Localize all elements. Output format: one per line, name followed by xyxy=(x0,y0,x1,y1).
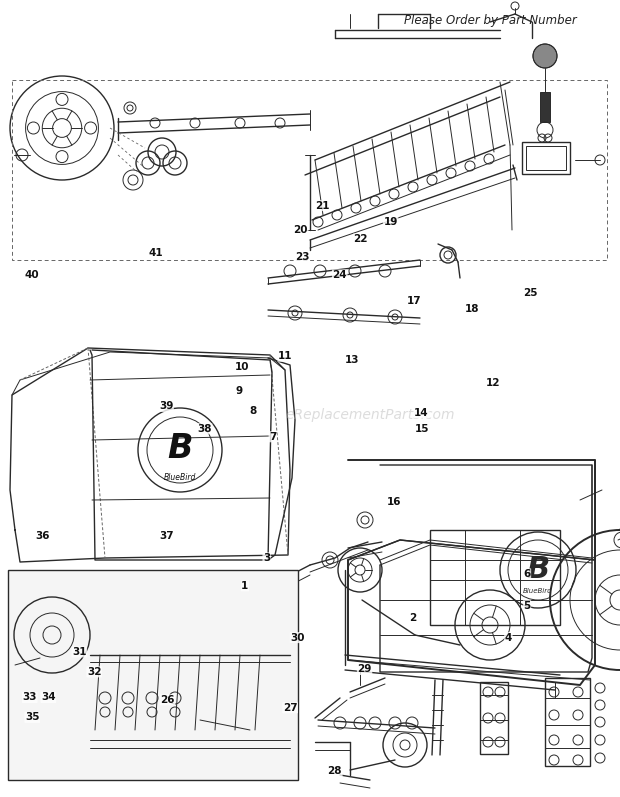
Text: 11: 11 xyxy=(278,351,293,361)
Text: 25: 25 xyxy=(523,289,538,298)
Text: 1: 1 xyxy=(241,581,249,591)
Text: 9: 9 xyxy=(235,386,242,395)
Text: B: B xyxy=(167,431,193,465)
Text: 22: 22 xyxy=(353,234,368,244)
Text: 6: 6 xyxy=(523,569,531,579)
FancyBboxPatch shape xyxy=(8,570,298,780)
Text: 8: 8 xyxy=(249,406,257,416)
Text: 40: 40 xyxy=(25,270,40,280)
Text: 26: 26 xyxy=(160,695,175,705)
Text: 3: 3 xyxy=(263,553,270,563)
Text: eReplacementParts.com: eReplacementParts.com xyxy=(285,408,454,422)
Text: 17: 17 xyxy=(407,296,422,306)
Text: 38: 38 xyxy=(197,424,212,434)
Text: 32: 32 xyxy=(87,667,102,677)
Text: B: B xyxy=(526,556,549,584)
Circle shape xyxy=(533,44,557,68)
Text: 19: 19 xyxy=(383,217,398,226)
Text: 13: 13 xyxy=(345,355,360,365)
Text: 33: 33 xyxy=(22,693,37,702)
Text: BlueBird: BlueBird xyxy=(523,588,553,594)
Text: 10: 10 xyxy=(234,363,249,372)
Text: 27: 27 xyxy=(283,703,298,713)
Text: 31: 31 xyxy=(72,647,87,657)
Text: 35: 35 xyxy=(25,713,40,722)
Text: 39: 39 xyxy=(159,402,174,411)
Text: 29: 29 xyxy=(357,665,372,674)
Text: 41: 41 xyxy=(149,249,164,258)
Text: 23: 23 xyxy=(294,252,309,261)
Text: 34: 34 xyxy=(41,693,56,702)
Text: 2: 2 xyxy=(409,613,416,622)
Text: 16: 16 xyxy=(386,497,401,507)
Text: BlueBird: BlueBird xyxy=(164,473,196,482)
Text: 5: 5 xyxy=(523,601,531,611)
Text: 4: 4 xyxy=(505,633,512,642)
Text: 12: 12 xyxy=(485,378,500,387)
Text: 20: 20 xyxy=(293,225,308,234)
Text: 15: 15 xyxy=(414,424,429,434)
Text: 18: 18 xyxy=(465,304,480,314)
Text: 30: 30 xyxy=(290,633,305,642)
Text: 7: 7 xyxy=(269,432,277,442)
Text: 21: 21 xyxy=(315,201,330,210)
FancyBboxPatch shape xyxy=(540,92,550,122)
Text: 36: 36 xyxy=(35,531,50,540)
Text: 28: 28 xyxy=(327,767,342,776)
Text: 24: 24 xyxy=(332,270,347,280)
Text: 37: 37 xyxy=(159,531,174,540)
Text: 14: 14 xyxy=(414,408,429,418)
Text: Please Order by Part Number: Please Order by Part Number xyxy=(404,14,577,27)
